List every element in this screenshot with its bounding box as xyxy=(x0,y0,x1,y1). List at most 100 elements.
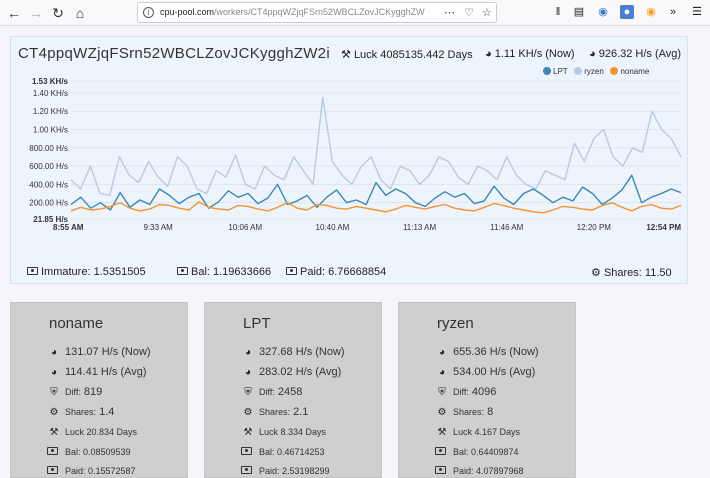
card-title: LPT xyxy=(243,315,271,332)
y-tick-label: 200.00 H/s xyxy=(29,199,68,208)
hammer-icon: ⚒ xyxy=(243,427,253,438)
speedometer-icon: ◕ xyxy=(244,347,252,358)
y-tick-label: 400.00 H/s xyxy=(29,180,68,189)
worker-card-noname[interactable]: noname ◕ 131.07 H/s (Now) ◕ 114.41 H/s (Av… xyxy=(10,302,188,478)
url-domain: cpu-pool.com xyxy=(160,7,215,17)
rate-avg-stat: ◕ 926.32 H/s (Avg) xyxy=(589,48,681,60)
card-bal: Bal: 0.64409874 xyxy=(435,447,519,458)
y-tick-label: 1.00 KH/s xyxy=(33,125,68,134)
money-icon xyxy=(241,447,255,458)
shield-icon: ⛨ xyxy=(438,387,446,398)
hammer-icon: ⚒ xyxy=(49,427,59,438)
paid-stat: Paid: 6.76668854 xyxy=(286,266,386,278)
overflow-icon[interactable]: » xyxy=(669,6,677,18)
shield-icon: ⛨ xyxy=(244,387,252,398)
pocket-icon[interactable]: ♡ xyxy=(464,7,474,19)
speedometer-icon: ◕ xyxy=(485,48,492,60)
forward-icon[interactable]: → xyxy=(29,5,43,21)
money-icon xyxy=(47,447,61,458)
x-tick-label: 11:46 AM xyxy=(490,223,524,232)
shares-value: Shares: 11.50 xyxy=(603,267,672,279)
speedometer-icon: ◕ xyxy=(438,367,446,378)
series-line-lpt xyxy=(70,174,682,211)
x-tick-label: 12:20 PM xyxy=(577,223,612,232)
speedometer-icon: ◕ xyxy=(50,367,58,378)
x-tick-label: 11:13 AM xyxy=(403,223,437,232)
card-title: noname xyxy=(49,315,104,332)
x-tick-label: 10:40 AM xyxy=(316,223,350,232)
shares-stat: ⚙ Shares: 11.50 xyxy=(591,266,672,279)
card-shares: ⚙ Shares: 1.4 xyxy=(47,406,115,418)
card-diff: ⛨ Diff: 2458 xyxy=(241,386,302,398)
gear-icon: ⚙ xyxy=(591,267,601,279)
money-icon xyxy=(286,267,297,275)
extension-orange-icon[interactable]: ◉ xyxy=(646,6,656,18)
card-rate-avg: ◕ 114.41 H/s (Avg) xyxy=(47,366,147,378)
y-tick-label: 600.00 H/s xyxy=(29,162,68,171)
card-rate-now: ◕ 131.07 H/s (Now) xyxy=(47,346,151,358)
money-icon xyxy=(47,466,61,477)
shield-icon: ⛨ xyxy=(50,387,58,398)
card-title: ryzen xyxy=(437,315,474,332)
legend-item-ryzen[interactable]: ryzen xyxy=(574,67,604,76)
card-bal: Bal: 0.46714253 xyxy=(241,447,325,458)
paid-value: Paid: 6.76668854 xyxy=(300,266,387,278)
card-luck: ⚒ Luck 4.167 Days xyxy=(435,427,521,438)
immature-value: Immature: 1.5351505 xyxy=(41,266,146,278)
card-rate-now: ◕ 655.36 H/s (Now) xyxy=(435,346,539,358)
extension-icon[interactable]: ◉ xyxy=(598,6,608,18)
gear-icon: ⚙ xyxy=(437,407,447,418)
browser-toolbar: ← → ↻ ⌂ i cpu-pool.com/workers/CT4ppqWZj… xyxy=(0,0,710,26)
site-info-icon[interactable]: i xyxy=(143,7,154,18)
luck-value: Luck 4085135.442 Days xyxy=(353,49,473,61)
money-icon xyxy=(435,466,449,477)
legend-item-noname[interactable]: noname xyxy=(610,67,649,76)
x-tick-label: 9:33 AM xyxy=(143,223,173,232)
series-line-noname xyxy=(70,201,682,214)
menu-icon[interactable]: ☰ xyxy=(692,6,702,18)
bal-stat: Bal: 1.19633666 xyxy=(177,266,271,278)
extension-badge-icon[interactable]: ● xyxy=(620,5,634,19)
card-shares: ⚙ Shares: 2.1 xyxy=(241,406,309,418)
x-tick-label: 10:06 AM xyxy=(228,223,262,232)
home-icon[interactable]: ⌂ xyxy=(75,5,85,21)
library-icon[interactable]: ‖ xyxy=(555,6,561,18)
card-shares: ⚙ Shares: 8 xyxy=(435,406,494,418)
sidebar-icon[interactable]: ▤ xyxy=(573,6,585,18)
card-paid: Paid: 0.15572587 xyxy=(47,466,136,477)
x-tick-label: 12:54 PM xyxy=(646,223,681,232)
card-rate-avg: ◕ 283.02 H/s (Avg) xyxy=(241,366,341,378)
gear-icon: ⚙ xyxy=(243,407,253,418)
money-icon xyxy=(177,267,188,275)
bookmark-star-icon[interactable]: ☆ xyxy=(482,7,492,19)
y-tick-label: 1.20 KH/s xyxy=(33,107,68,116)
legend: LPT ryzen noname xyxy=(543,67,649,76)
speedometer-icon: ◕ xyxy=(50,347,58,358)
card-diff: ⛨ Diff: 819 xyxy=(47,386,102,398)
gear-icon: ⚙ xyxy=(49,407,59,418)
card-bal: Bal: 0.08509539 xyxy=(47,447,131,458)
card-rate-avg: ◕ 534.00 H/s (Avg) xyxy=(435,366,535,378)
bal-value: Bal: 1.19633666 xyxy=(191,266,272,278)
more-icon[interactable]: ⋯ xyxy=(444,7,455,19)
legend-item-lpt[interactable]: LPT xyxy=(543,67,568,76)
hammer-icon: ⚒ xyxy=(341,49,351,61)
card-luck: ⚒ Luck 8.334 Days xyxy=(241,427,327,438)
speedometer-icon: ◕ xyxy=(244,367,252,378)
rate-now-stat: ◕ 1.11 KH/s (Now) xyxy=(485,48,575,60)
hammer-icon: ⚒ xyxy=(437,427,447,438)
worker-title: CT4ppqWZjqFSrn52WBCLZovJCKygghZW2i xyxy=(18,45,330,62)
worker-card-lpt[interactable]: LPT ◕ 327.68 H/s (Now) ◕ 283.02 H/s (Avg) … xyxy=(204,302,382,478)
money-icon xyxy=(27,267,38,275)
url-path: /workers/CT4ppqWZjqFSrn52WBCLZovJCKygghZ… xyxy=(214,7,425,17)
worker-card-ryzen[interactable]: ryzen ◕ 655.36 H/s (Now) ◕ 534.00 H/s (Avg… xyxy=(398,302,576,478)
worker-panel: CT4ppqWZjqFSrn52WBCLZovJCKygghZW2i ⚒ Luc… xyxy=(10,36,688,284)
reload-icon[interactable]: ↻ xyxy=(52,5,64,21)
card-luck: ⚒ Luck 20.834 Days xyxy=(47,427,138,438)
luck-stat: ⚒ Luck 4085135.442 Days xyxy=(341,48,473,61)
y-tick-label: 1.53 KH/s xyxy=(32,77,69,86)
card-diff: ⛨ Diff: 4096 xyxy=(435,386,496,398)
speedometer-icon: ◕ xyxy=(438,347,446,358)
back-icon[interactable]: ← xyxy=(7,5,21,21)
url-bar[interactable]: i cpu-pool.com/workers/CT4ppqWZjqFSrn52W… xyxy=(137,2,497,23)
